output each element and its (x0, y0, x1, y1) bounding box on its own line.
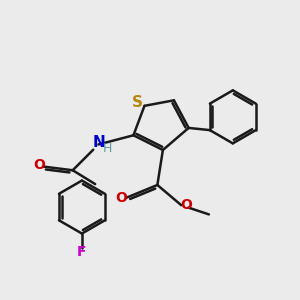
Text: O: O (116, 191, 127, 205)
Text: N: N (92, 135, 105, 150)
Text: O: O (33, 158, 45, 172)
Text: O: O (180, 198, 192, 212)
Text: S: S (132, 95, 143, 110)
Text: H: H (103, 142, 112, 155)
Text: F: F (77, 245, 87, 259)
